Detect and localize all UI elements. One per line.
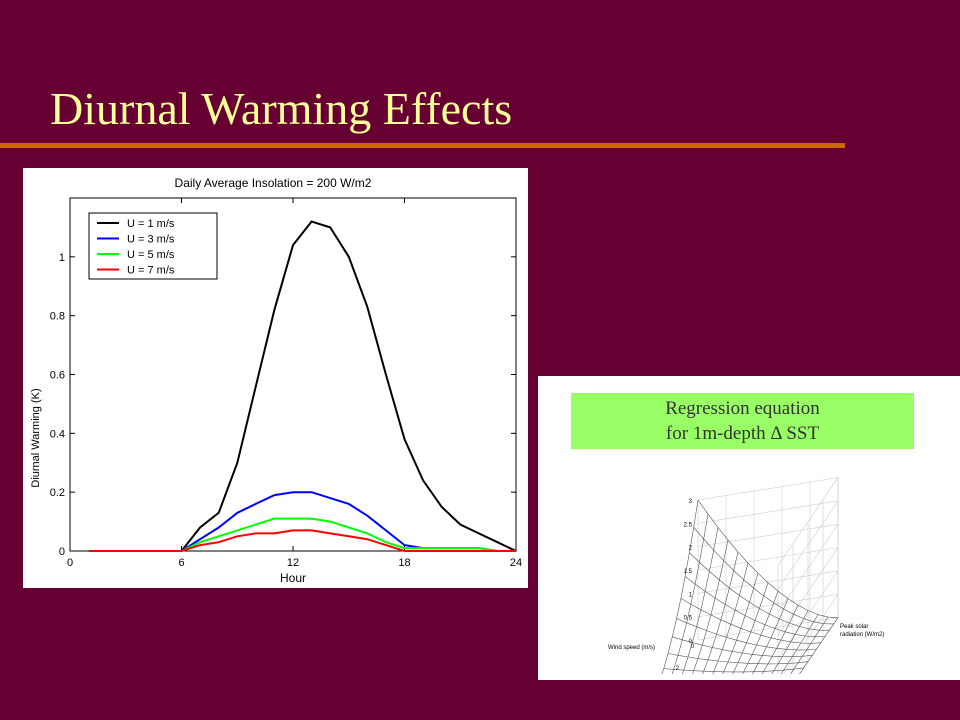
y-tick-label: 0.4 — [50, 428, 65, 440]
z-tick-label: 2 — [689, 546, 693, 552]
regression-line-2: for 1m-depth Δ SST — [665, 423, 820, 444]
line-chart-panel: Daily Average Insolation = 200 W/m2 Hour… — [23, 168, 528, 588]
regression-line-1: Regression equation — [665, 398, 820, 419]
solar-axis-label-2: radiation (W/m2) — [840, 632, 884, 638]
wind-tick-label: 0 — [691, 644, 695, 650]
surface-mesh-line — [707, 582, 769, 717]
legend-label: U = 3 m/s — [127, 234, 175, 246]
y-tick-label: 0.2 — [50, 487, 65, 499]
surface-plot: 00.511.522.530246802004006008001000Wind … — [578, 462, 908, 720]
x-tick-label: 18 — [398, 557, 410, 569]
slide-title: Diurnal Warming Effects — [50, 83, 513, 134]
z-tick-label: 1.5 — [684, 569, 693, 575]
y-tick-label: 1 — [59, 252, 65, 264]
z-tick-label: 2.5 — [684, 522, 693, 528]
x-tick-label: 12 — [287, 557, 299, 569]
y-axis-label: Diurnal Warming (K) — [30, 388, 42, 487]
x-tick-label: 24 — [510, 557, 522, 569]
z-tick-label: 0.5 — [684, 616, 693, 622]
line-chart: Daily Average Insolation = 200 W/m2 Hour… — [30, 176, 522, 585]
z-tick-label: 3 — [689, 499, 693, 505]
surface-wall-grid — [697, 500, 839, 590]
chart-title: Daily Average Insolation = 200 W/m2 — [175, 176, 372, 190]
wind-tick-label: 2 — [676, 666, 680, 672]
y-tick-label: 0 — [59, 546, 65, 558]
x-axis-label: Hour — [280, 571, 306, 585]
regression-banner: Regression equation for 1m-depth Δ SST — [571, 393, 914, 449]
legend-label: U = 7 m/s — [127, 265, 175, 277]
legend-label: U = 1 m/s — [127, 218, 175, 230]
wind-axis-label: Wind speed (m/s) — [608, 645, 655, 651]
y-tick-label: 0.6 — [50, 370, 65, 382]
surface-wall-grid — [697, 570, 839, 660]
y-tick-label: 0.8 — [50, 311, 65, 323]
surface-mesh-line — [663, 667, 804, 673]
z-tick-label: 0 — [689, 639, 693, 645]
surface-mesh-line — [697, 499, 839, 618]
surface-plot-svg: 00.511.522.530246802004006008001000Wind … — [608, 477, 884, 720]
chart-legend: U = 1 m/s U = 3 m/s U = 5 m/s U = 7 m/s — [88, 212, 218, 280]
legend-label: U = 5 m/s — [127, 249, 175, 261]
x-tick-label: 0 — [67, 557, 73, 569]
surface-wall-grid — [697, 477, 839, 566]
surface-mesh-line — [651, 514, 709, 720]
x-tick-label: 6 — [178, 557, 184, 569]
regression-panel: Regression equation for 1m-depth Δ SST 0… — [538, 376, 960, 720]
series-line-2 — [88, 491, 516, 552]
z-tick-label: 1 — [689, 592, 693, 598]
solar-axis-label-1: Peak solar — [840, 624, 868, 630]
title-divider — [0, 143, 845, 148]
series-line-3 — [88, 517, 516, 552]
series-line-4 — [88, 529, 516, 552]
